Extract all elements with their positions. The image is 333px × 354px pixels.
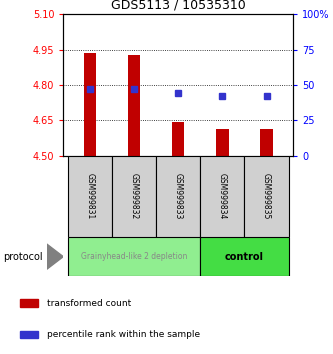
Bar — [260, 129, 273, 156]
Text: GSM999835: GSM999835 — [262, 173, 271, 220]
Text: percentile rank within the sample: percentile rank within the sample — [47, 330, 200, 339]
Text: Grainyhead-like 2 depletion: Grainyhead-like 2 depletion — [81, 252, 187, 261]
Bar — [244, 156, 289, 237]
Bar — [172, 121, 184, 156]
Bar — [156, 156, 200, 237]
Polygon shape — [47, 244, 63, 269]
Text: GSM999833: GSM999833 — [173, 173, 183, 220]
Bar — [68, 237, 200, 276]
Text: control: control — [225, 252, 264, 262]
Bar — [216, 129, 228, 156]
Text: protocol: protocol — [3, 252, 43, 262]
Bar — [84, 53, 96, 156]
Text: transformed count: transformed count — [47, 298, 132, 308]
Text: GSM999834: GSM999834 — [218, 173, 227, 220]
Bar — [20, 331, 38, 338]
Text: GSM999831: GSM999831 — [85, 173, 94, 219]
Bar — [200, 237, 289, 276]
Text: GSM999832: GSM999832 — [130, 173, 139, 219]
Bar — [128, 56, 140, 156]
Bar — [112, 156, 156, 237]
Bar — [200, 156, 244, 237]
Title: GDS5113 / 10535310: GDS5113 / 10535310 — [111, 0, 245, 12]
Bar — [68, 156, 112, 237]
Bar — [20, 299, 38, 307]
